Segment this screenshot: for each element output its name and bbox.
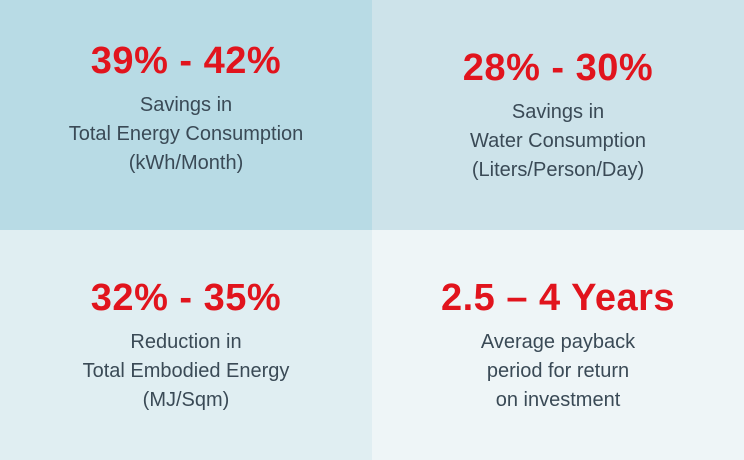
stat-description-line: Average payback <box>480 330 636 353</box>
stat-description-line: Water Consumption <box>470 129 646 152</box>
stat-description-line: (MJ/Sqm) <box>142 388 230 411</box>
stat-description-line: period for return <box>486 359 630 382</box>
stat-description-line: (Liters/Person/Day) <box>471 158 645 181</box>
stat-description-line: (kWh/Month) <box>128 151 244 174</box>
stat-value: 39% - 42% <box>90 39 282 82</box>
stat-value: 32% - 35% <box>90 276 282 319</box>
stat-description-line: Savings in <box>139 93 233 116</box>
stat-description-line: Total Energy Consumption <box>68 122 304 145</box>
stat-tile-water: 28% - 30% Savings in Water Consumption (… <box>372 0 744 230</box>
stat-description-line: on investment <box>495 388 621 411</box>
stat-value: 28% - 30% <box>462 46 654 89</box>
stat-description-line: Reduction in <box>130 330 242 353</box>
stat-tile-embodied-energy: 32% - 35% Reduction in Total Embodied En… <box>0 230 372 460</box>
stat-description-line: Total Embodied Energy <box>82 359 290 382</box>
stat-tile-energy: 39% - 42% Savings in Total Energy Consum… <box>0 0 372 230</box>
stat-tile-payback: 2.5 – 4 Years Average payback period for… <box>372 230 744 460</box>
stat-description-line: Savings in <box>511 100 605 123</box>
stat-value: 2.5 – 4 Years <box>440 276 676 319</box>
